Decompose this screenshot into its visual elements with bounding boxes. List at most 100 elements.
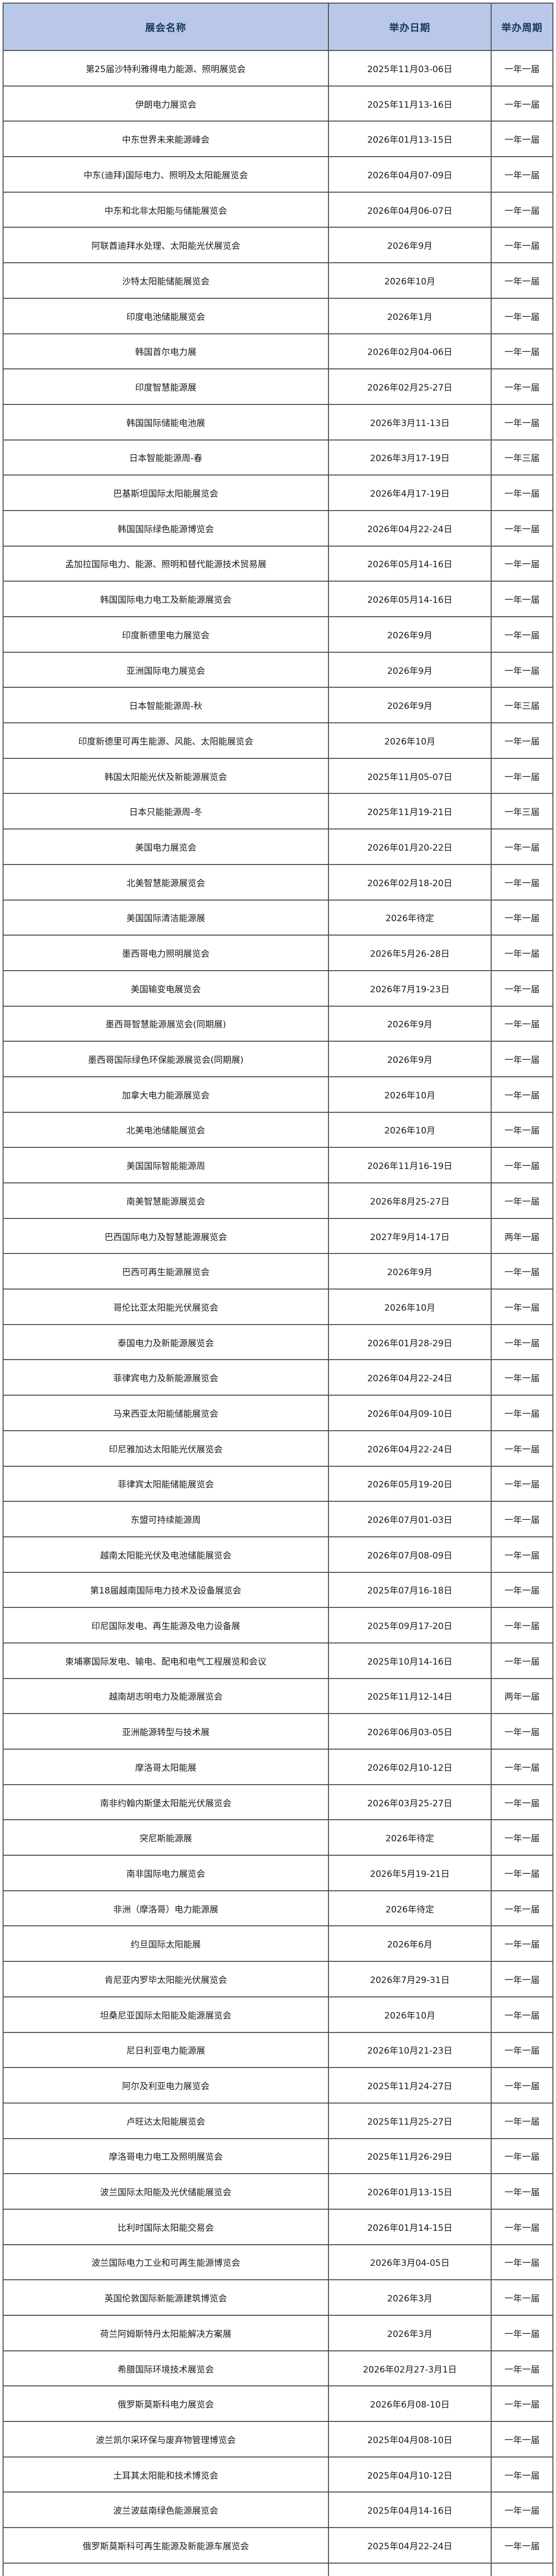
exhibition-name-cell: 东盟可持续能源周 (3, 1501, 329, 1537)
table-row: 中东和北非太阳能与储能展览会 2026年04月06-07日 一年一届 (3, 191, 553, 228)
cycle-cell: 一年一届 (491, 403, 553, 440)
table-row: 韩国太阳能光伏及新能源展览会 2025年11月05-07日 一年一届 (3, 757, 553, 794)
table-row: 日本智能能源周-秋 2026年9月 一年三届 (3, 687, 553, 724)
table-row: 韩国首尔电力展 2026年02月04-06日 一年一届 (3, 333, 553, 370)
table-row: 美国电力展览会 2026年01月20-22日 一年一届 (3, 828, 553, 865)
cycle-cell: 一年一届 (491, 1961, 553, 1997)
date-cell: 2026年7月19-23日 (328, 970, 492, 1007)
cycle-cell: 一年一届 (491, 1819, 553, 1856)
cycle-cell: 一年一届 (491, 1111, 553, 1148)
cycle-cell: 一年一届 (491, 2315, 553, 2351)
date-cell: 2026年3月17-19日 (328, 439, 492, 476)
table-row: 沙特太阳能储能展览会 2026年10月 一年一届 (3, 262, 553, 299)
cycle-cell: 一年一届 (491, 1642, 553, 1679)
date-cell: 2026年9月 (328, 651, 492, 688)
exhibition-name-cell: 韩国太阳能光伏及新能源展览会 (3, 757, 329, 794)
exhibition-name-cell: 肯尼亚内罗毕太阳能光伏展览会 (3, 1961, 329, 1997)
date-cell: 2025年11月05-07日 (328, 757, 492, 794)
table-row: 北美电池储能展览会 2026年10月 一年一届 (3, 1111, 553, 1148)
cycle-cell: 一年一届 (491, 2385, 553, 2422)
exhibition-name-cell: 柬埔寨国际发电、输电、配电和电气工程展览和会议 (3, 1642, 329, 1679)
table-row: 美国输变电展览会 2026年7月19-23日 一年一届 (3, 970, 553, 1007)
date-cell: 2026年9月 (328, 616, 492, 653)
table-row: 约旦国际太阳能展 2026年6月 一年一届 (3, 1925, 553, 1962)
exhibition-name-cell: 非洲（摩洛哥）电力能源展 (3, 1890, 329, 1927)
exhibition-name-cell: 巴基斯坦国际太阳能展览会 (3, 474, 329, 511)
table-row: 阿联酋迪拜水处理、太阳能光伏展览会 2026年9月 一年一届 (3, 227, 553, 264)
cycle-cell: 两年一届 (491, 1677, 553, 1715)
exhibition-name-cell: 马来西亚太阳能储能展览会 (3, 1395, 329, 1431)
date-cell: 2026年01月13-15日 (328, 2173, 492, 2210)
date-cell: 2025年11月19-21日 (328, 793, 492, 830)
cycle-cell: 一年一届 (491, 545, 553, 582)
cycle-cell: 一年一届 (491, 1607, 553, 1643)
exhibition-name-cell: 韩国首尔电力展 (3, 333, 329, 370)
date-cell: 2026年06月03-05日 (328, 1713, 492, 1750)
exhibition-name-cell: 俄罗斯莫斯科电力展览会 (3, 2385, 329, 2422)
table-row: 加拿大电力能源展览会 2026年10月 一年一届 (3, 1076, 553, 1113)
cycle-cell: 一年一届 (491, 262, 553, 299)
exhibition-name-cell: 菲律宾电力及新能源展览会 (3, 1359, 329, 1396)
exhibition-name-cell: 伊朗电力展览会 (3, 85, 329, 122)
table-row: 菲律宾电力及新能源展览会 2026年04月22-24日 一年一届 (3, 1359, 553, 1396)
table-row: 南美智慧能源展览会 2026年8月25-27日 一年一届 (3, 1182, 553, 1219)
header-row: 展会名称 举办日期 举办周期 (3, 3, 553, 51)
exhibition-name-cell: 亚洲国际电力展览会 (3, 651, 329, 688)
table-row: 中东世界未来能源峰会 2026年01月13-15日 一年一届 (3, 121, 553, 158)
exhibition-name-cell: 孟加拉国际电力、能源、照明和替代能源技术贸易展 (3, 545, 329, 582)
table-row: 南非约翰内斯堡太阳能光伏展览会 2026年03月25-27日 一年一届 (3, 1784, 553, 1821)
table-row: 日本只能能源周-冬 2025年11月19-21日 一年三届 (3, 793, 553, 830)
table-row: 摩洛哥电力电工及照明展览会 2025年11月26-29日 一年一届 (3, 2138, 553, 2175)
table-row: 荷兰阿姆斯特丹太阳能解决方案展 2026年3月 一年一届 (3, 2315, 553, 2351)
table-row: 印尼雅加达太阳能光伏展览会 2026年04月22-24日 一年一届 (3, 1430, 553, 1467)
table-row: 印度新德里电力展览会 2026年9月 一年一届 (3, 616, 553, 653)
cycle-cell: 一年一届 (491, 156, 553, 193)
exhibition-name-cell: 俄罗斯莫斯科可再生能源及新能源车展览会 (3, 2527, 329, 2564)
date-cell: 2026年3月 (328, 2315, 492, 2351)
table-row: 土耳其太阳能和技术博览会 2025年04月10-12日 一年一届 (3, 2456, 553, 2493)
date-cell: 2025年04月08-10日 (328, 2421, 492, 2458)
table-row: 希腊国际环境技术展览会 2026年02月27-3月1日 一年一届 (3, 2350, 553, 2387)
cycle-cell: 一年一届 (491, 1289, 553, 1325)
cycle-cell: 一年一届 (491, 616, 553, 653)
date-cell: 2026年9月 (328, 1041, 492, 1077)
cycle-cell: 一年一届 (491, 2102, 553, 2139)
date-cell: 2026年3月04-05日 (328, 2244, 492, 2281)
table-row: 柬埔寨国际发电、输电、配电和电气工程展览和会议 2025年10月14-16日 一年一… (3, 1642, 553, 1679)
exhibition-name-cell: 南非国际电力展览会 (3, 1855, 329, 1891)
cycle-cell: 一年一届 (491, 2067, 553, 2104)
date-cell: 2026年4月17-19日 (328, 474, 492, 511)
cycle-cell: 一年一届 (491, 2456, 553, 2493)
table-header: 展会名称 举办日期 举办周期 (3, 3, 553, 51)
date-cell: 2026年02月04-06日 (328, 333, 492, 370)
table-row: 马来西亚太阳能储能展览会 2026年04月09-10日 一年一届 (3, 1395, 553, 1431)
date-cell: 2026年6月08-10日 (328, 2385, 492, 2422)
date-cell: 2026年04月22-24日 (328, 1359, 492, 1396)
date-cell: 2026年10月 (328, 1289, 492, 1325)
cycle-cell: 一年一届 (491, 1005, 553, 1042)
cycle-cell: 一年一届 (491, 970, 553, 1007)
cycle-cell: 一年一届 (491, 1076, 553, 1113)
date-cell: 2025年11月12-14日 (328, 1677, 492, 1715)
date-cell: 2026年07月01-03日 (328, 1501, 492, 1537)
table-row: 日本智能能源周-春 2026年3月17-19日 一年三届 (3, 439, 553, 476)
cycle-cell: 一年一届 (491, 333, 553, 370)
exhibition-name-cell: 中东世界未来能源峰会 (3, 121, 329, 158)
exhibition-name-cell: 印度新德里电力展览会 (3, 616, 329, 653)
date-cell: 2026年02月10-12日 (328, 1749, 492, 1785)
cycle-cell: 一年一届 (491, 297, 553, 334)
table-row: 韩国国际绿色能源博览会 2026年04月22-24日 一年一届 (3, 510, 553, 547)
exhibition-name-cell: 卢旺达太阳能展览会 (3, 2102, 329, 2139)
table-row: 亚洲国际电力展览会 2026年9月 一年一届 (3, 651, 553, 688)
table-row: 墨西哥智慧能源展览会(同期展) 2026年9月 一年一届 (3, 1005, 553, 1042)
cycle-cell: 一年一届 (491, 1713, 553, 1750)
date-cell: 2026年01月13-15日 (328, 121, 492, 158)
date-cell: 2026年01月14-15日 (328, 2208, 492, 2245)
date-cell: 2027年9月14-17日 (328, 1217, 492, 1255)
date-cell: 2026年10月 (328, 722, 492, 759)
exhibition-name-cell: 越南太阳能光伏及电池储能展览会 (3, 1536, 329, 1573)
exhibition-name-cell: 美国输变电展览会 (3, 970, 329, 1007)
date-cell: 2026年02月27-3月1日 (328, 2350, 492, 2387)
cycle-cell: 一年一届 (491, 1571, 553, 1608)
table-row: 英国伦敦国际新能源建筑博览会 2026年3月 一年一届 (3, 2279, 553, 2316)
